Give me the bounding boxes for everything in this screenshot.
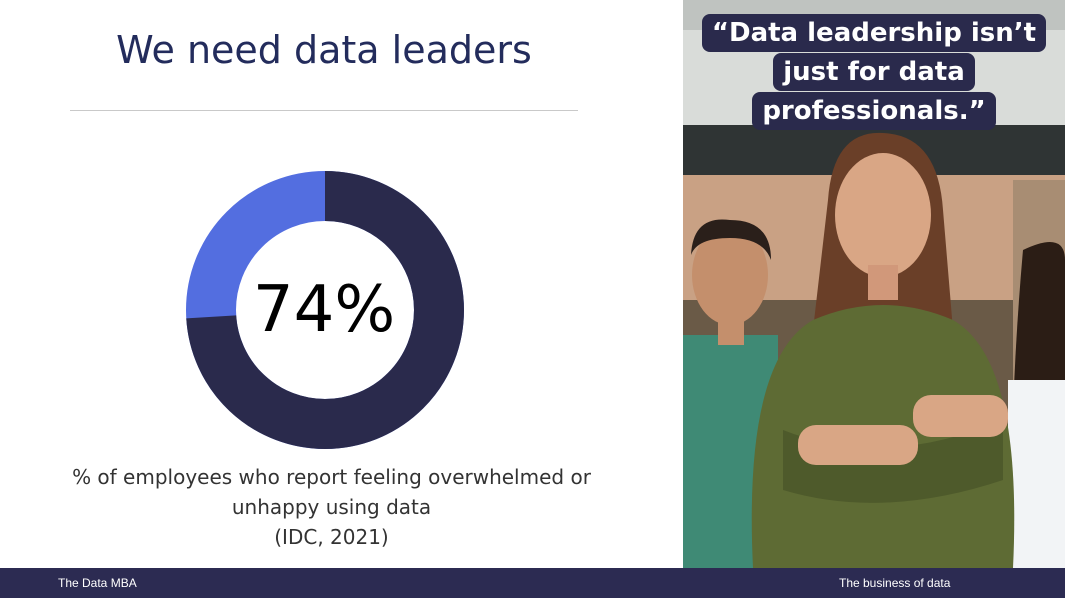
team-photo-illustration (683, 0, 1065, 568)
caption-line-3: (IDC, 2021) (274, 525, 389, 549)
quote-line-2-wrap: just for data (683, 53, 1065, 91)
slide-content: We need data leaders 74% % of employees … (60, 28, 603, 552)
team-photo: “Data leadership isn’t just for data pro… (683, 0, 1065, 568)
quote-line-1: “Data leadership isn’t (701, 14, 1047, 52)
quote-line-2: just for data (773, 53, 975, 91)
quote-line-3-wrap: professionals.” (683, 92, 1065, 130)
footer-brand: The Data MBA (58, 576, 137, 590)
caption-line-1: % of employees who report feeling overwh… (72, 465, 591, 489)
slide-title: We need data leaders (116, 28, 532, 72)
donut-chart (186, 171, 464, 449)
title-divider (70, 110, 578, 111)
donut-segment-74 (186, 171, 464, 449)
slide-footer: The Data MBA The business of data (0, 568, 1065, 598)
caption-line-2: unhappy using data (231, 495, 432, 519)
quote-line-1-wrap: “Data leadership isn’t (683, 14, 1065, 52)
quote-line-3: professionals.” (752, 92, 996, 130)
footer-tagline: The business of data (839, 576, 951, 590)
stat-caption: % of employees who report feeling overwh… (60, 462, 603, 552)
stat-value: 74% (252, 273, 396, 347)
